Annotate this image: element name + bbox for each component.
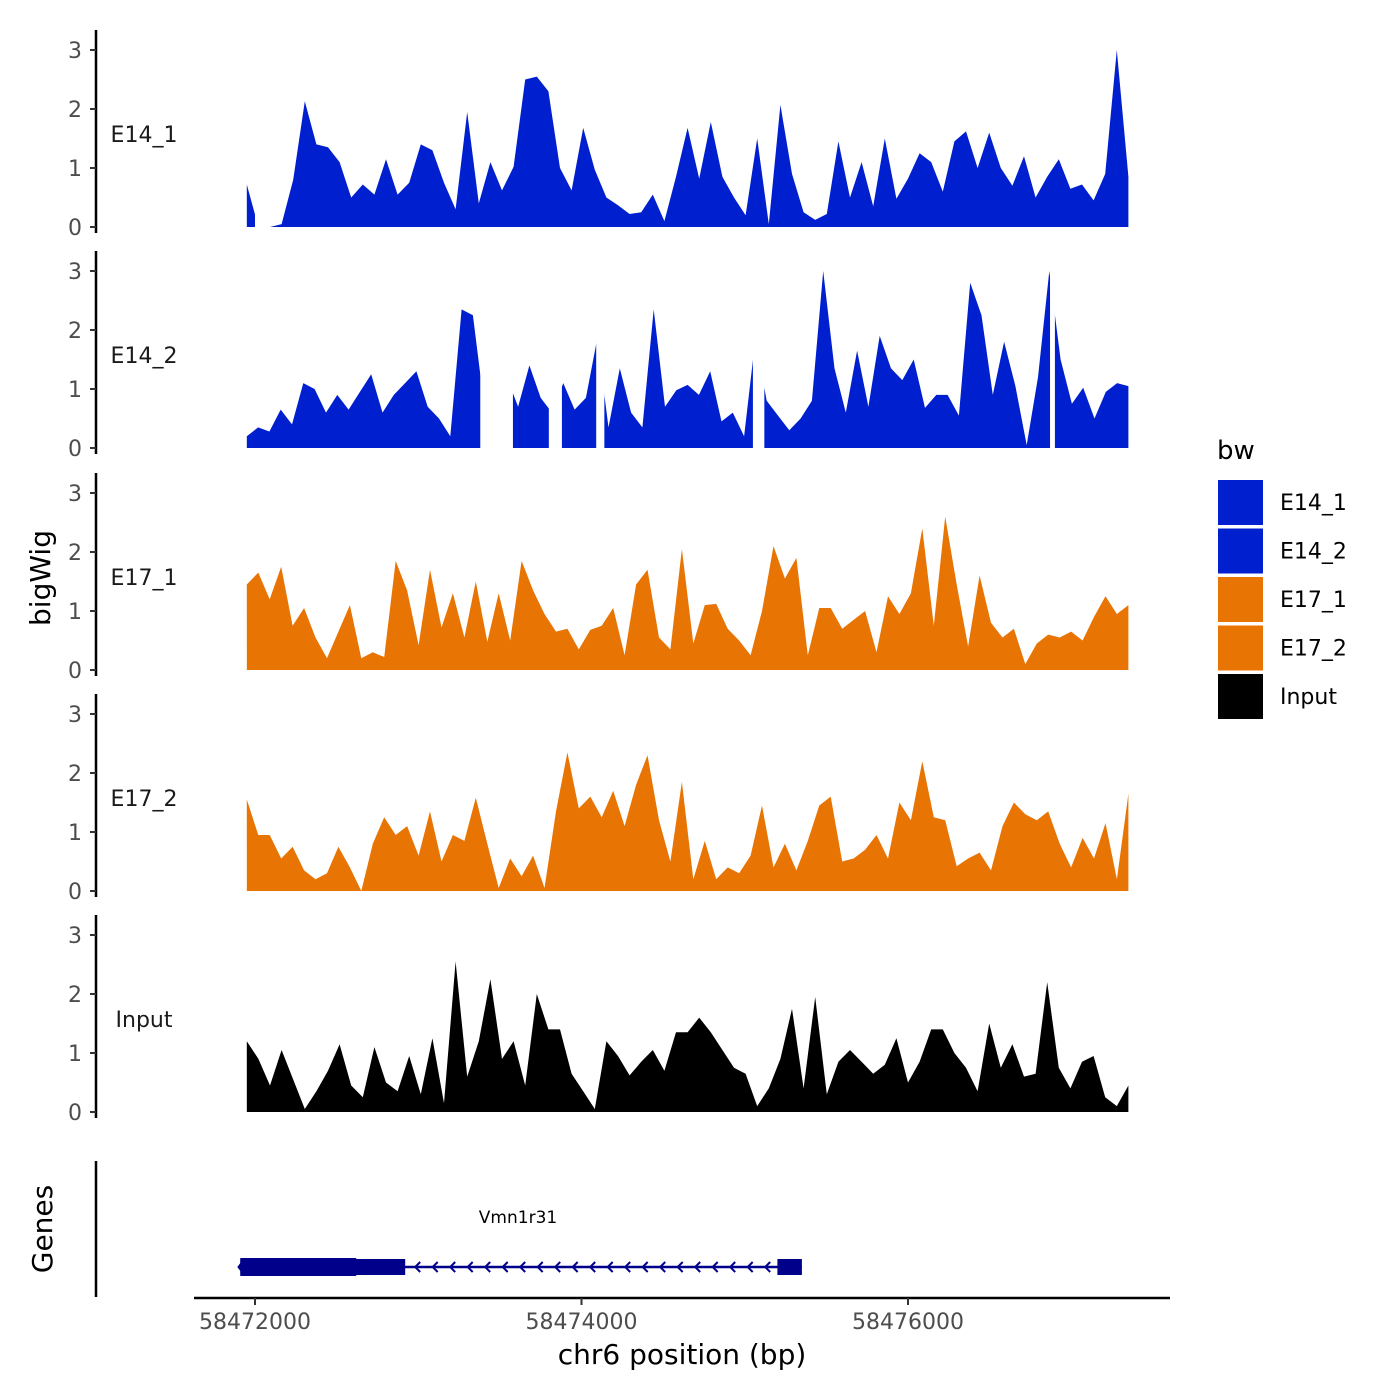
- y-tick-label: 1: [68, 157, 82, 182]
- gene-panel: Genes Vmn1r31: [26, 1161, 802, 1297]
- legend-item: E14_1: [1218, 480, 1347, 525]
- legend: bw E14_1 E14_2 E17_1 E17_2 Input: [1217, 436, 1347, 719]
- track-label-e17-2: E17_2: [111, 787, 178, 812]
- strand-arrow: [431, 1261, 439, 1273]
- gene-model: [237, 1258, 802, 1276]
- legend-label: E17_1: [1280, 588, 1347, 613]
- signal-area-e14-2: [246, 271, 1129, 448]
- coverage-gap: [255, 22, 264, 229]
- genes-axis-title: Genes: [26, 1185, 59, 1273]
- strand-arrow: [728, 1261, 736, 1273]
- legend-title: bw: [1217, 436, 1255, 466]
- tracks-layer: 0 1 2 3 E14_1 0 1 2 3 E14_2 0 1 2 3 E17_1 0 1 2 3 E17_2 0 1 2 3…: [68, 22, 1129, 1126]
- track-E17_1: 0 1 2 3 E17_1: [68, 473, 1129, 684]
- y-tick-label: 1: [68, 378, 82, 403]
- gene-exon: [777, 1259, 802, 1275]
- x-tick-label: 58474000: [526, 1310, 638, 1335]
- strand-arrow: [571, 1261, 579, 1273]
- legend-label: E14_2: [1280, 540, 1347, 565]
- signal-area-e14-1: [246, 50, 1129, 227]
- track-label-e14-1: E14_1: [111, 123, 178, 148]
- y-tick-label: 3: [68, 39, 82, 64]
- signal-area-e17-2: [246, 752, 1129, 891]
- legend-items: E14_1 E14_2 E17_1 E17_2 Input: [1218, 480, 1347, 719]
- strand-arrow: [518, 1261, 526, 1273]
- legend-swatch: [1218, 577, 1263, 622]
- track-label-e17-1: E17_1: [111, 566, 178, 591]
- coverage-gap: [752, 243, 765, 450]
- y-tick-label: 2: [68, 98, 82, 123]
- strand-arrow: [641, 1261, 649, 1273]
- legend-label: E14_1: [1280, 491, 1347, 516]
- strand-arrow: [553, 1261, 561, 1273]
- x-tick-label: 58472000: [199, 1310, 311, 1335]
- legend-label: Input: [1280, 685, 1337, 710]
- strand-arrow: [501, 1261, 509, 1273]
- y-tick-label: 3: [68, 703, 82, 728]
- strand-arrow: [693, 1261, 701, 1273]
- y-tick-label: 1: [68, 600, 82, 625]
- y-tick-label: 1: [68, 821, 82, 846]
- track-E14_1: 0 1 2 3 E14_1: [68, 22, 1129, 241]
- gene-start-tip: [237, 1259, 244, 1275]
- legend-item: E17_1: [1218, 577, 1347, 622]
- track-Input: 0 1 2 3 Input: [68, 915, 1129, 1126]
- y-tick-label: 0: [68, 1101, 82, 1126]
- x-axis-title: chr6 position (bp): [558, 1338, 807, 1371]
- strand-arrow: [466, 1261, 474, 1273]
- x-tick-label: 58476000: [852, 1310, 964, 1335]
- strand-arrow: [588, 1261, 596, 1273]
- strand-arrow: [448, 1261, 456, 1273]
- x-axis: 58472000 58474000 58476000 chr6 position (…: [194, 1296, 1170, 1371]
- legend-item: E14_2: [1218, 528, 1347, 574]
- y-axis-title: bigWig: [24, 530, 57, 626]
- legend-swatch: [1218, 480, 1263, 525]
- coverage-gap: [596, 243, 605, 450]
- signal-area-e17-1: [246, 516, 1129, 670]
- y-tick-label: 0: [68, 880, 82, 905]
- legend-swatch: [1218, 674, 1263, 719]
- y-tick-label: 2: [68, 319, 82, 344]
- y-tick-label: 1: [68, 1042, 82, 1067]
- strand-arrow: [483, 1261, 491, 1273]
- track-E14_2: 0 1 2 3 E14_2: [68, 243, 1129, 462]
- track-label-input: Input: [116, 1008, 173, 1033]
- y-tick-label: 2: [68, 541, 82, 566]
- strand-arrow: [606, 1261, 614, 1273]
- track-label-e14-2: E14_2: [111, 344, 178, 369]
- coverage-gap: [480, 243, 513, 450]
- legend-item: Input: [1218, 674, 1337, 719]
- strand-arrow: [676, 1261, 684, 1273]
- y-tick-label: 2: [68, 983, 82, 1008]
- legend-label: E17_2: [1280, 637, 1347, 662]
- gene-thick-region: [240, 1258, 357, 1276]
- track-E17_2: 0 1 2 3 E17_2: [68, 694, 1129, 905]
- y-tick-label: 3: [68, 260, 82, 285]
- legend-swatch: [1218, 528, 1263, 574]
- strand-arrow: [536, 1261, 544, 1273]
- x-axis-ticks: 58472000 58474000 58476000: [199, 1298, 964, 1335]
- y-tick-label: 0: [68, 216, 82, 241]
- y-tick-label: 0: [68, 437, 82, 462]
- strand-arrow: [746, 1261, 754, 1273]
- coverage-gap: [548, 243, 562, 450]
- coverage-gap: [1050, 243, 1055, 450]
- legend-swatch: [1218, 625, 1263, 671]
- signal-area-input: [246, 961, 1129, 1112]
- strand-arrow: [623, 1261, 631, 1273]
- strand-arrow: [711, 1261, 719, 1273]
- gene-name-label: Vmn1r31: [479, 1208, 557, 1228]
- strand-arrow: [413, 1261, 421, 1273]
- strand-arrow: [763, 1261, 771, 1273]
- y-tick-label: 2: [68, 762, 82, 787]
- strand-arrow: [658, 1261, 666, 1273]
- y-tick-label: 3: [68, 924, 82, 949]
- y-tick-label: 0: [68, 659, 82, 684]
- y-tick-label: 3: [68, 482, 82, 507]
- legend-item: E17_2: [1218, 625, 1347, 671]
